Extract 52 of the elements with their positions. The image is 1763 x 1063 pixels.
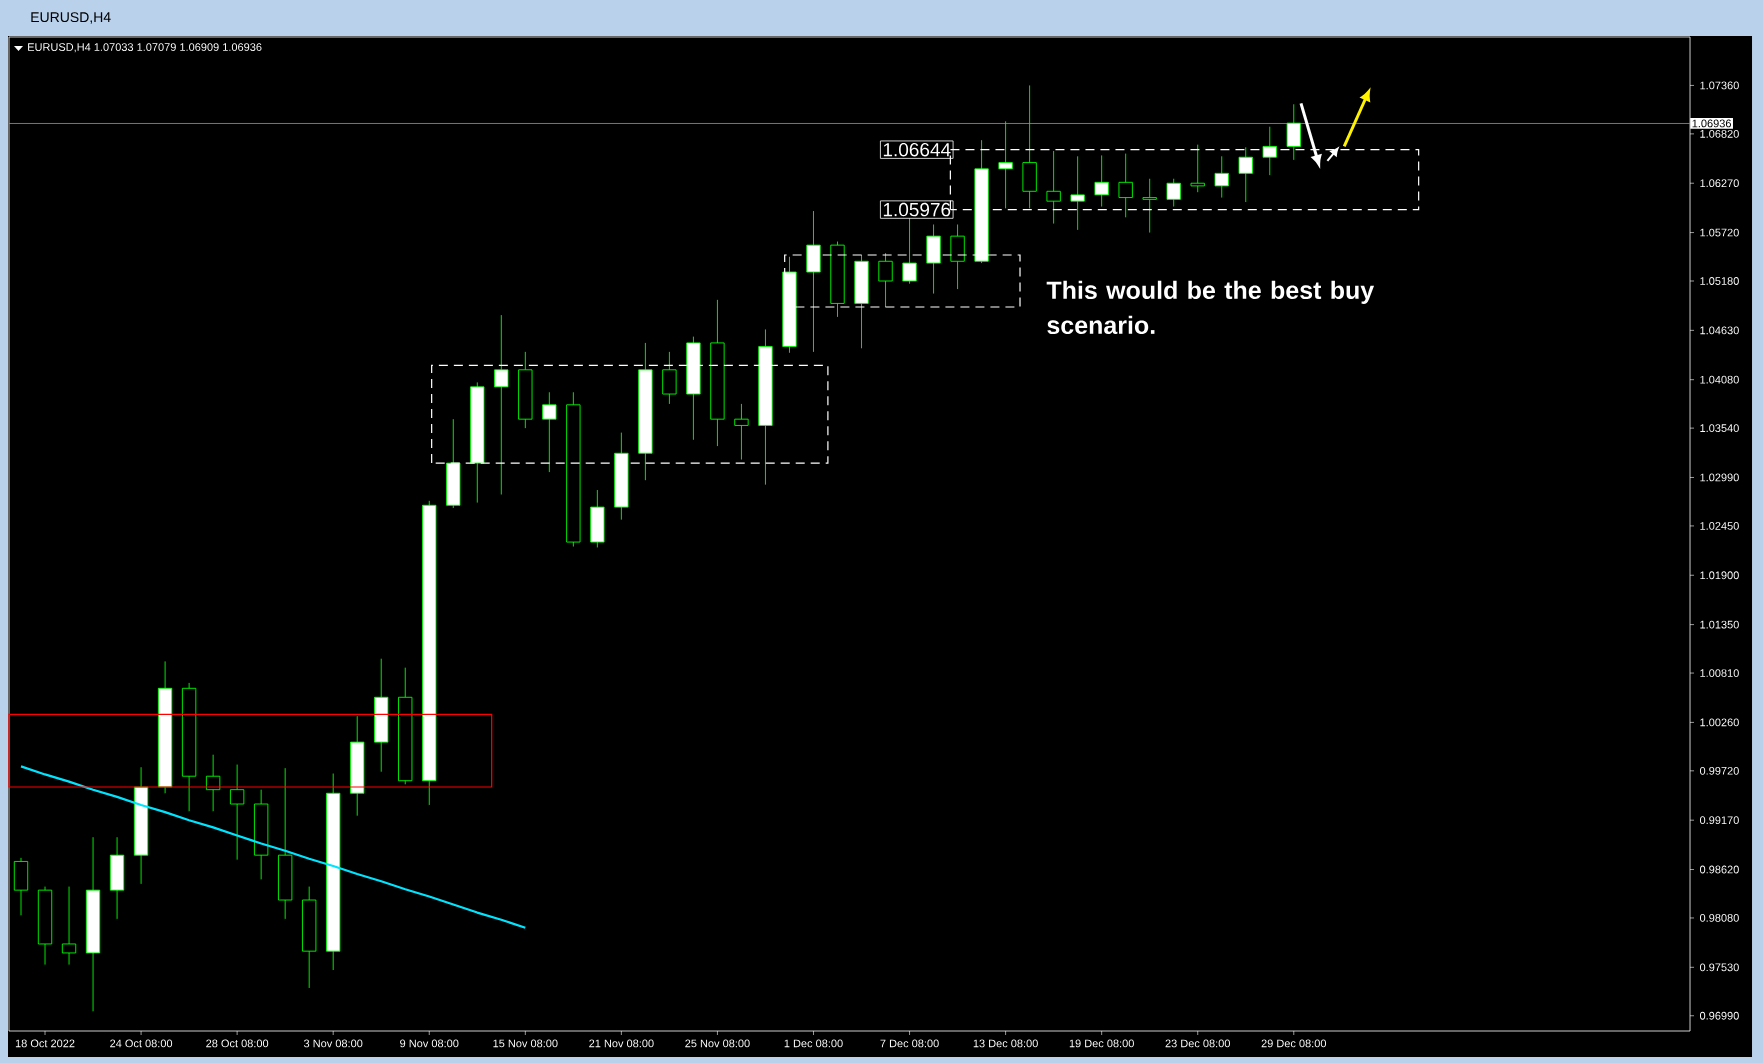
candlestick (1190, 144, 1205, 193)
x-tick-label: 9 Nov 08:00 (400, 1039, 459, 1048)
line-series (19, 765, 527, 929)
y-tick-label: 1.02990 (1700, 473, 1739, 482)
candlestick (1142, 178, 1157, 234)
y-tick-label: 1.04080 (1700, 375, 1739, 384)
x-tick-label: 24 Oct 08:00 (110, 1039, 173, 1048)
candlestick (878, 252, 893, 308)
y-tick-label: 1.00260 (1700, 718, 1739, 727)
y-tick-label: 0.99720 (1699, 766, 1739, 775)
y-tick-label: 1.05720 (1700, 228, 1739, 237)
annotation: 1.06644 (883, 142, 951, 157)
y-tick-label: 1.01350 (1700, 620, 1739, 629)
y-tick-label: 1.04630 (1700, 326, 1739, 335)
y-tick-label: 1.02450 (1700, 522, 1739, 530)
x-tick-label: 21 Nov 08:00 (589, 1039, 654, 1048)
candlestick (1214, 155, 1229, 199)
x-tick-label: 18 Oct 2022 (15, 1039, 75, 1048)
x-tick-label: 23 Dec 08:00 (1165, 1039, 1230, 1048)
x-tick-label: 1 Dec 08:00 (784, 1039, 843, 1048)
x-tick-label: 3 Nov 08:00 (303, 1039, 363, 1048)
candlestick (1046, 150, 1061, 225)
candlestick (229, 764, 245, 861)
y-tick-label: 0.96990 (1699, 1011, 1739, 1020)
y-tick-label: 1.03540 (1700, 424, 1739, 433)
y-tick-label: 0.98080 (1699, 914, 1739, 922)
x-tick-label: 7 Dec 08:00 (880, 1039, 939, 1048)
candlestick (734, 403, 749, 460)
y-tick-label: 0.99170 (1699, 816, 1739, 825)
x-tick-label: 25 Nov 08:00 (685, 1039, 750, 1048)
x-tick-label: 19 Dec 08:00 (1069, 1039, 1134, 1048)
candlestick (61, 886, 77, 966)
candlestick (1118, 153, 1133, 218)
annotation: 1.05976 (883, 202, 951, 217)
y-tick-label: 1.06270 (1700, 179, 1739, 188)
chart-subtitle: EURUSD,H4 1.07033 1.07079 1.06909 1.06936 (28, 43, 262, 53)
y-tick-label: 0.98620 (1699, 865, 1739, 874)
y-tick-label: 1.00810 (1700, 669, 1739, 677)
x-tick-label: 15 Nov 08:00 (493, 1039, 558, 1048)
ref-line-label: 1.06936 (1692, 119, 1731, 128)
y-tick-label: 0.97530 (1699, 963, 1739, 972)
x-tick-label: 29 Dec 08:00 (1261, 1039, 1327, 1048)
x-tick-label: 28 Oct 08:00 (206, 1039, 269, 1048)
x-tick-label: 13 Dec 08:00 (973, 1039, 1038, 1048)
annotation: This would be the best buy scenario. (1046, 280, 1375, 335)
candlestick (1166, 178, 1181, 207)
candlestick (1094, 154, 1109, 207)
y-tick-label: 1.05180 (1700, 277, 1739, 285)
y-tick-label: 1.01900 (1700, 571, 1739, 580)
y-tick-label: 1.06820 (1700, 129, 1739, 138)
chart-title: EURUSD,H4 (31, 12, 111, 24)
y-tick-label: 1.07360 (1700, 81, 1739, 90)
